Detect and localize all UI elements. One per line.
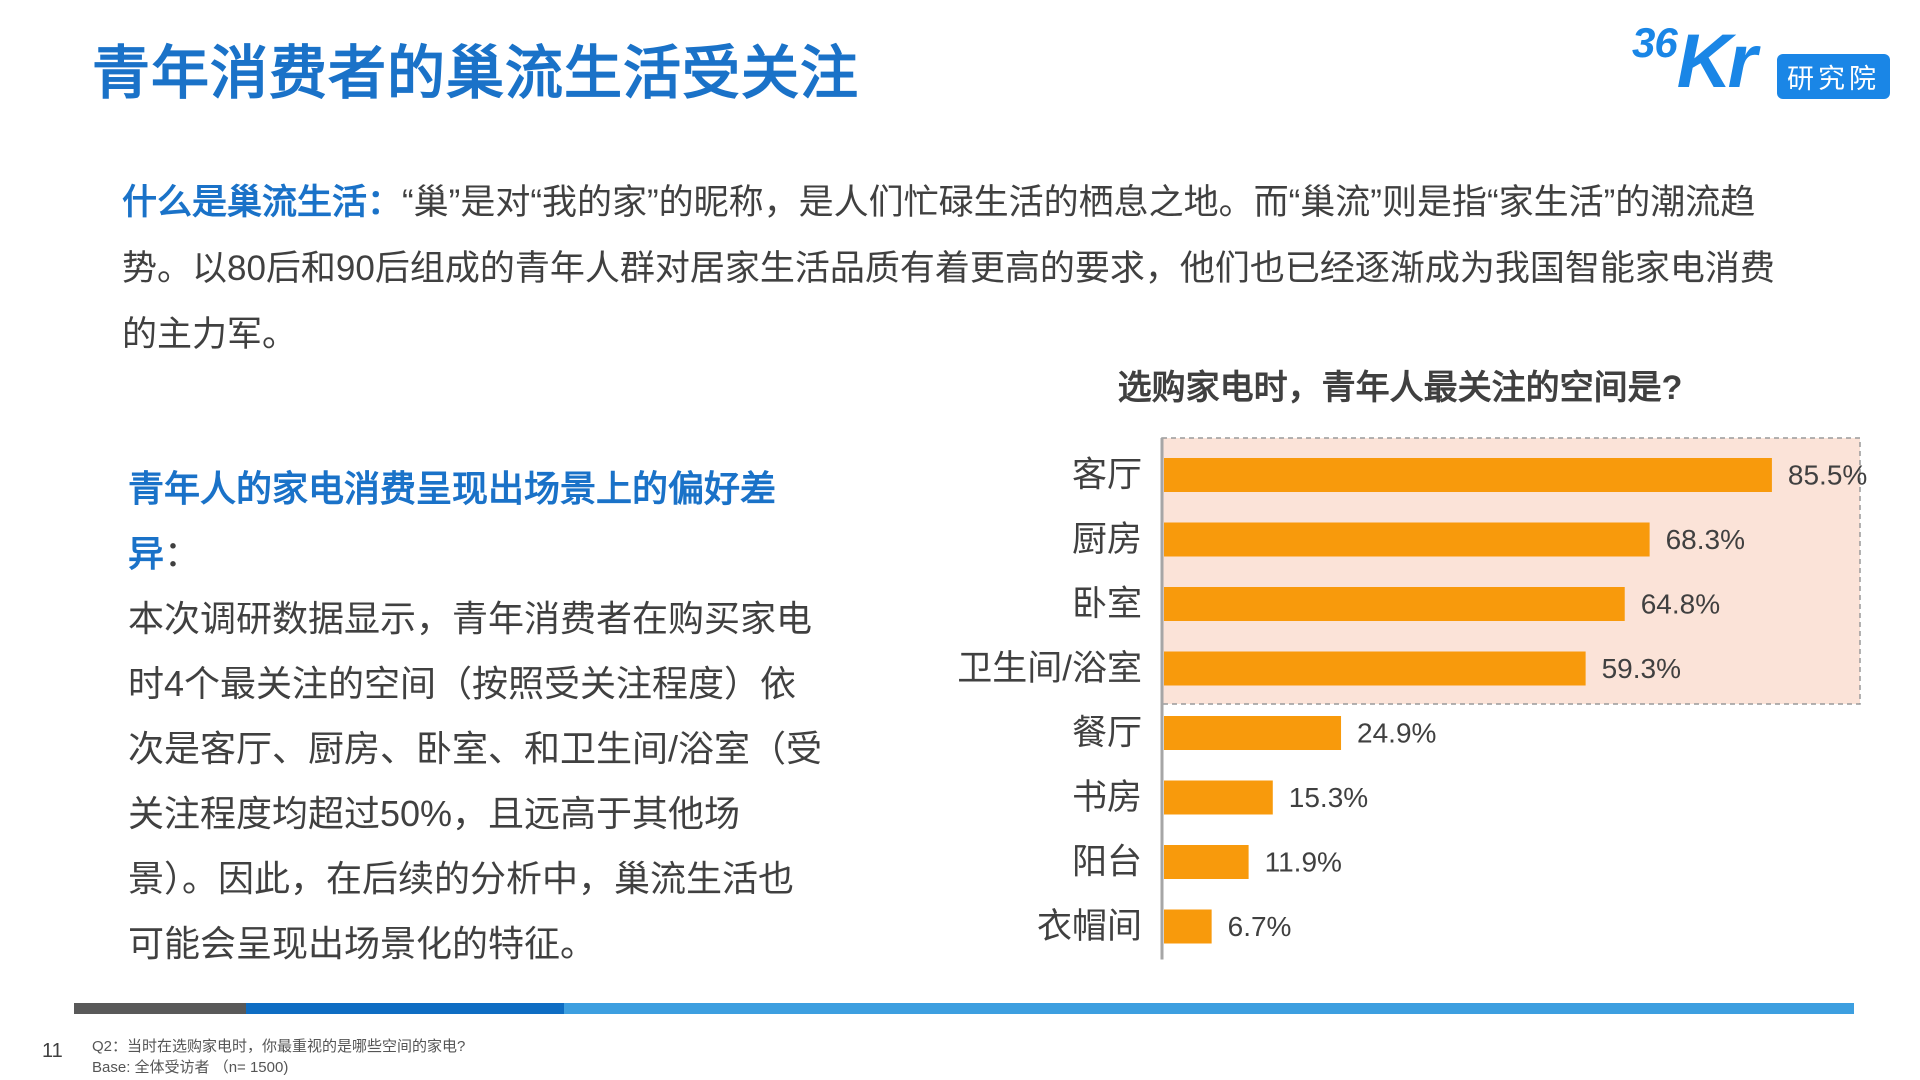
value-label: 68.3% bbox=[1666, 524, 1745, 555]
bar-2 bbox=[1164, 522, 1650, 557]
intro-text: “巢”是对“我的家”的昵称，是人们忙碌生活的栖息之地。而“巢流”则是指“家生活”… bbox=[122, 183, 1775, 354]
finding-colon: ： bbox=[164, 533, 201, 574]
chart-title: 选购家电时，青年人最关注的空间是? bbox=[1117, 369, 1683, 407]
bar-6 bbox=[1164, 780, 1273, 815]
category-label: 书房 bbox=[1072, 778, 1142, 817]
category-label: 客厅 bbox=[1072, 456, 1142, 495]
bar-8 bbox=[1164, 909, 1212, 944]
bar-1 bbox=[1164, 458, 1772, 492]
intro-paragraph: 什么是巢流生活：“巢”是对“我的家”的昵称，是人们忙碌生活的栖息之地。而“巢流”… bbox=[122, 170, 1792, 368]
page-number: 11 bbox=[42, 1040, 63, 1062]
footnote-question: Q2：当时在选购家电时，你最重视的是哪些空间的家电? bbox=[92, 1038, 466, 1055]
category-label: 卧室 bbox=[1072, 585, 1142, 624]
footnote: Q2：当时在选购家电时，你最重视的是哪些空间的家电? Base: 全体受访者 （… bbox=[92, 1036, 465, 1078]
bar-chart: 客厅 85.5% 厨房 68.3% 卧室 64.8% 卫生间/浴室 59.3% 餐厅 24.9% 书… bbox=[957, 437, 1867, 960]
bar-5 bbox=[1164, 716, 1342, 750]
footer-bar-light-blue bbox=[564, 1003, 1854, 1014]
logo-badge: 研究院 bbox=[1777, 54, 1890, 99]
category-label: 卫生间/浴室 bbox=[957, 649, 1142, 688]
value-label: 59.3% bbox=[1602, 653, 1681, 684]
value-label: 15.3% bbox=[1289, 782, 1368, 813]
footnote-base: Base: 全体受访者 （n= 1500) bbox=[92, 1059, 289, 1076]
bar-7 bbox=[1164, 845, 1249, 879]
page-title: 青年消费者的巢流生活受关注 bbox=[92, 41, 860, 106]
bar-4 bbox=[1164, 651, 1586, 686]
value-label: 11.9% bbox=[1265, 847, 1342, 878]
logo-mark-kr: Kr bbox=[1676, 19, 1757, 104]
category-label: 阳台 bbox=[1072, 843, 1142, 882]
logo-mark-36: 36 bbox=[1632, 19, 1678, 66]
category-label: 餐厅 bbox=[1072, 714, 1142, 753]
finding-text: 本次调研数据显示，青年消费者在购买家电时4个最关注的空间（按照受关注程度）依次是… bbox=[128, 598, 823, 964]
finding-paragraph: 青年人的家电消费呈现出场景上的偏好差异： 本次调研数据显示，青年消费者在购买家电… bbox=[128, 456, 848, 976]
finding-lead: 青年人的家电消费呈现出场景上的偏好差异 bbox=[128, 468, 777, 574]
value-label: 6.7% bbox=[1228, 911, 1292, 942]
bar-3 bbox=[1164, 587, 1625, 621]
intro-lead: 什么是巢流生活： bbox=[122, 183, 403, 222]
footer-bar-blue bbox=[246, 1003, 564, 1014]
category-label: 衣帽间 bbox=[1037, 907, 1142, 946]
value-label: 85.5% bbox=[1788, 460, 1867, 491]
category-label: 厨房 bbox=[1072, 520, 1142, 559]
value-label: 64.8% bbox=[1641, 589, 1720, 620]
brand-logo: 36Kr 研究院 bbox=[1632, 16, 1904, 104]
logo-mark: 36Kr bbox=[1632, 18, 1757, 105]
value-label: 24.9% bbox=[1357, 718, 1436, 749]
footer-bar-gray bbox=[74, 1003, 246, 1014]
